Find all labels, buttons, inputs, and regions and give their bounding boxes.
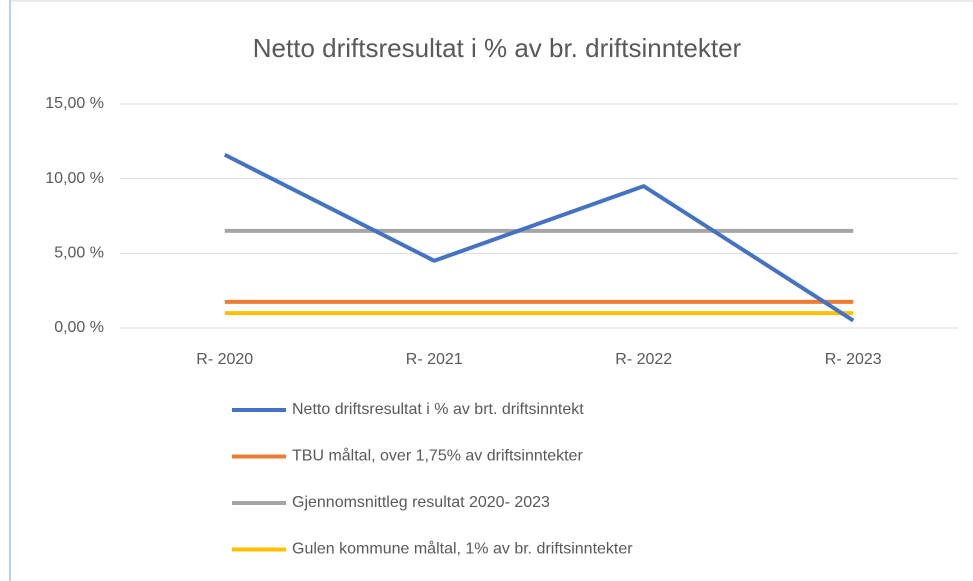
chart-title: Netto driftsresultat i % av br. driftsin… [253, 33, 742, 63]
series-line [223, 152, 855, 323]
x-tick-label: R- 2022 [615, 351, 672, 368]
y-tick-label: 10,00 % [45, 170, 104, 187]
y-tick-label: 15,00 % [45, 95, 104, 112]
legend-label: TBU måltal, over 1,75% av driftsinntekte… [292, 447, 583, 465]
x-tick-label: R- 2023 [825, 351, 882, 368]
legend-label: Netto driftsresultat i % av brt. driftsi… [292, 401, 584, 418]
y-tick-label: 0,00 % [54, 319, 104, 336]
x-tick-label: R- 2021 [406, 351, 463, 368]
legend-label: Gjennomsnittleg resultat 2020- 2023 [292, 494, 550, 511]
legend-label: Gulen kommune måltal, 1% av br. driftsin… [292, 540, 633, 558]
x-tick-label: R- 2020 [196, 351, 253, 368]
y-tick-label: 5,00 % [54, 245, 104, 262]
